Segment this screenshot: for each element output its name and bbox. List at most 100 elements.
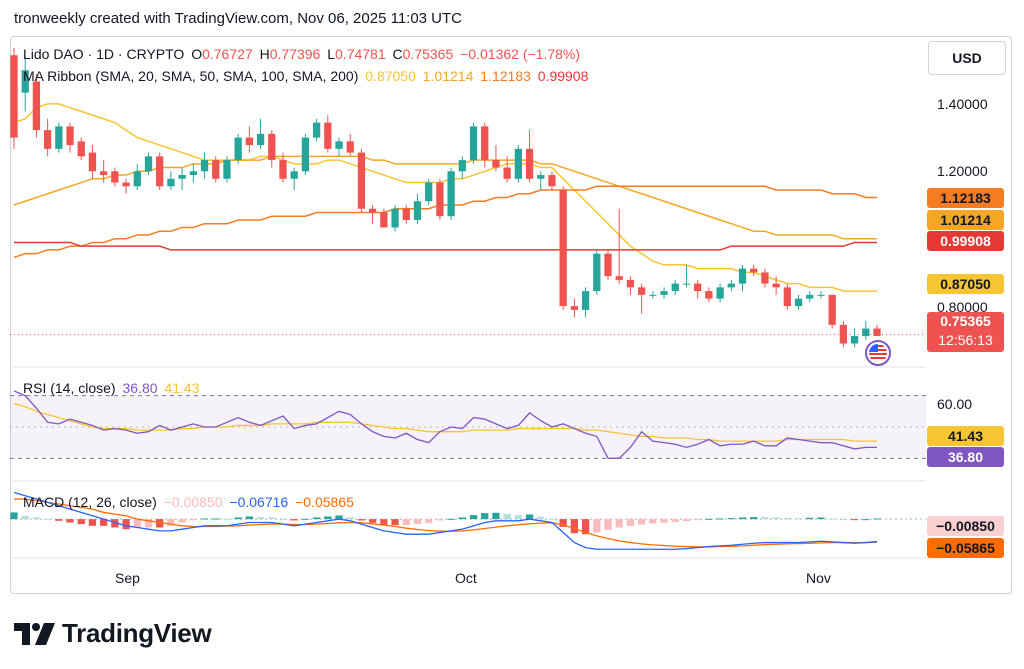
candle: [514, 145, 522, 183]
macd-histogram-bar: [369, 519, 377, 523]
rsi-legend[interactable]: RSI (14, close) 36.80 41.43: [23, 380, 202, 396]
macd-hist-value: −0.00850: [163, 494, 223, 510]
candle: [111, 167, 119, 187]
ma200-price-tag: 0.99908: [927, 231, 1004, 251]
chart-canvas[interactable]: [10, 36, 1010, 592]
candle: [391, 205, 399, 232]
last-price-value: 0.75365: [940, 313, 991, 329]
candle: [324, 115, 332, 153]
candle: [570, 298, 579, 318]
candle-body: [637, 287, 646, 295]
candle-body: [167, 178, 175, 187]
candle-body: [705, 291, 713, 299]
ma20-price-tag: 0.87050: [927, 274, 1004, 294]
macd-histogram-bar: [324, 516, 332, 520]
price-legend: Lido DAO · 1D · CRYPTO O0.76727 H0.77396…: [23, 46, 583, 62]
candle-body: [402, 208, 410, 220]
candle-body: [850, 336, 859, 344]
macd-histogram-bar: [279, 519, 287, 521]
candle: [223, 156, 231, 183]
macd-histogram-bar: [738, 517, 747, 520]
candle: [581, 287, 590, 318]
macd-histogram-bar: [245, 516, 254, 520]
x-axis-label: Nov: [806, 570, 831, 586]
candle-body: [178, 175, 186, 179]
candle-body: [100, 171, 108, 176]
ma-line-sma50: [13, 155, 877, 240]
candle-body: [88, 152, 97, 172]
ma-legend[interactable]: MA Ribbon (SMA, 20, SMA, 50, SMA, 100, S…: [23, 68, 591, 84]
low-label: L: [327, 46, 336, 62]
price-axis-tick: 1.20000: [937, 163, 988, 179]
macd-line: [13, 491, 878, 550]
macd-legend[interactable]: MACD (12, 26, close) −0.00850 −0.06716 −…: [23, 494, 357, 510]
candle: [335, 137, 343, 157]
macd-histogram-bar: [604, 519, 612, 530]
candle-body: [873, 328, 881, 337]
macd-histogram-bar: [122, 519, 130, 530]
candle: [537, 171, 545, 191]
macd-legend-name: MACD (12, 26, close): [23, 494, 157, 510]
candle: [469, 122, 478, 164]
candle: [503, 156, 511, 183]
candle-body: [615, 276, 623, 280]
candle-body: [783, 287, 791, 307]
candle-body: [559, 190, 567, 307]
candle: [380, 208, 388, 228]
symbol-label[interactable]: Lido DAO · 1D · CRYPTO: [23, 46, 185, 62]
candle-body: [447, 171, 455, 217]
macd-histogram-bar: [559, 519, 567, 527]
candle-body: [223, 160, 231, 179]
candle-body: [761, 272, 769, 284]
candle-body: [256, 133, 265, 146]
brand-name: TradingView: [62, 618, 212, 648]
macd-histogram-bar: [21, 515, 29, 520]
candle-body: [111, 171, 119, 183]
ma-line-sma200: [14, 241, 877, 251]
candle: [772, 276, 780, 295]
candle: [21, 55, 29, 112]
candle: [492, 145, 500, 172]
candle-body: [716, 287, 724, 299]
macd-histogram-bar: [156, 519, 164, 528]
candle: [727, 279, 735, 292]
macd-histogram-bar: [436, 519, 444, 521]
candle-body: [750, 268, 758, 273]
currency-button[interactable]: USD: [928, 41, 1006, 75]
ma100-value: 1.12183: [480, 68, 531, 84]
macd-histogram-bar: [817, 517, 825, 520]
macd-histogram-bar: [850, 519, 859, 521]
macd-hist-tag: −0.00850: [927, 516, 1004, 536]
macd-histogram-bar: [682, 519, 691, 522]
macd-histogram-bar: [167, 519, 175, 526]
macd-histogram-bar: [761, 517, 769, 520]
macd-panel: [10, 491, 926, 550]
bar-countdown: 12:56:13: [938, 332, 993, 348]
candle-body: [581, 291, 590, 310]
candle: [256, 118, 265, 149]
macd-histogram-bar: [234, 517, 242, 520]
candle-body: [425, 182, 433, 202]
candle: [839, 321, 848, 348]
candle-body: [458, 160, 466, 172]
candle: [604, 249, 612, 280]
candle: [481, 122, 489, 168]
candle-body: [593, 253, 601, 292]
candle: [615, 208, 623, 284]
candle: [290, 167, 298, 191]
macd-histogram-bar: [525, 514, 534, 520]
macd-histogram-bar: [694, 519, 702, 521]
tradingview-logo[interactable]: TradingView: [14, 618, 212, 649]
open-label: O: [191, 46, 203, 62]
macd-histogram-bar: [615, 519, 623, 528]
grid: [10, 334, 926, 559]
us-flag-event-icon[interactable]: [865, 340, 891, 366]
candle-body: [514, 148, 522, 179]
macd-histogram-bar: [77, 519, 85, 525]
last-price-tag: 0.75365 12:56:13: [927, 312, 1004, 352]
candle-body: [413, 201, 422, 220]
ma20-value: 0.87050: [365, 68, 416, 84]
candle: [559, 186, 567, 310]
candle: [43, 118, 52, 157]
tradingview-logo-icon: [14, 622, 55, 645]
